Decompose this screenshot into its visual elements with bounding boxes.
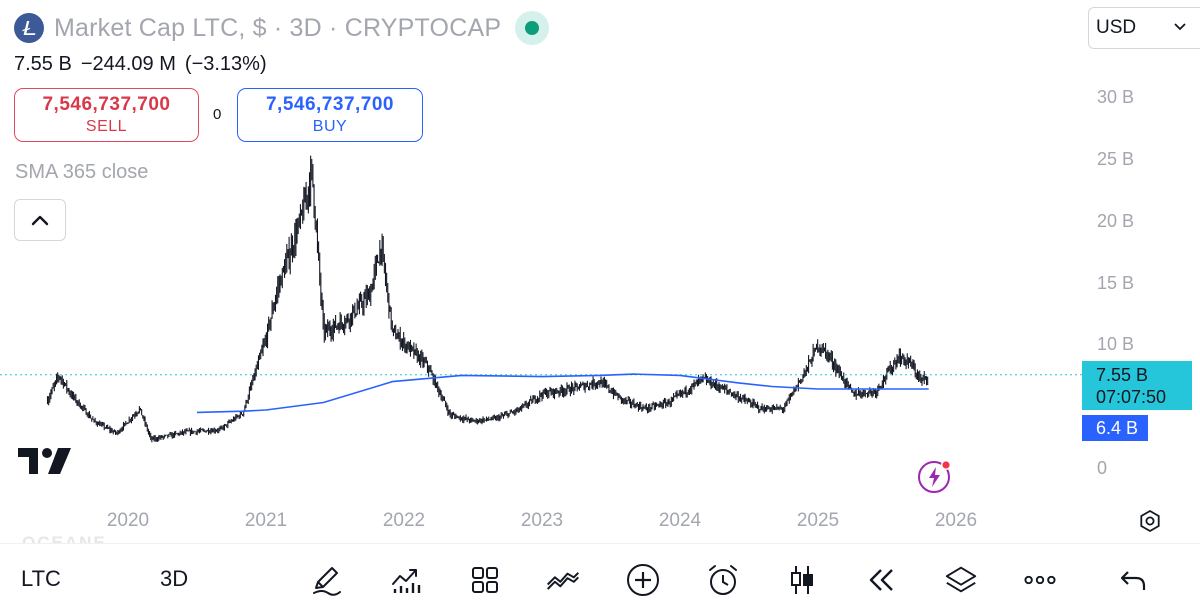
y-tick: 20 B <box>1097 211 1135 231</box>
alarm-icon[interactable] <box>705 562 741 598</box>
layers-icon[interactable] <box>943 562 979 598</box>
y-tick: 30 B <box>1097 87 1135 107</box>
grid-icon[interactable] <box>467 562 503 598</box>
chevron-down-icon <box>1174 23 1186 31</box>
pencil-icon[interactable] <box>309 562 345 598</box>
quote-summary: 7.55 B −244.09 M (−3.13%) <box>14 53 276 76</box>
buy-label: BUY <box>312 118 348 135</box>
flash-trade-icon[interactable] <box>917 458 953 494</box>
market-status-indicator[interactable] <box>515 11 550 45</box>
tradingview-logo-icon <box>18 448 71 474</box>
change-percent: (−3.13%) <box>184 53 267 75</box>
spread-value: 0 <box>213 106 222 123</box>
y-tick: 15 B <box>1097 273 1135 293</box>
bar-countdown: 07:07:50 <box>1096 387 1167 407</box>
candle-series <box>46 155 929 443</box>
change-value: −244.09 M <box>80 53 176 75</box>
bottom-toolbar: LTC 3D <box>0 543 1200 606</box>
indicator-legend[interactable]: SMA 365 close <box>15 161 149 183</box>
sell-button[interactable]: 7,546,737,700 SELL <box>14 88 199 142</box>
symbol-button[interactable]: LTC <box>21 566 61 591</box>
more-icon[interactable] <box>1022 562 1058 598</box>
last-value: 7.55 B <box>14 53 72 75</box>
undo-icon[interactable] <box>1115 562 1151 598</box>
candles-icon[interactable] <box>784 562 820 598</box>
buy-button[interactable]: 7,546,737,700 BUY <box>237 88 423 142</box>
x-tick: 2025 <box>796 510 840 531</box>
sell-label: SELL <box>85 118 128 135</box>
y-tick: 10 B <box>1097 334 1135 354</box>
x-tick: 2023 <box>520 510 564 531</box>
y-tick: 0 <box>1097 458 1108 478</box>
x-tick: 2026 <box>934 510 978 531</box>
currency-value: USD <box>1096 17 1137 38</box>
x-tick: 2024 <box>658 510 702 531</box>
last-price-tag: 7.55 B 07:07:50 <box>1082 361 1192 410</box>
symbol-title[interactable]: Market Cap LTC, $ · 3D · CRYPTOCAP <box>54 13 502 42</box>
litecoin-logo-icon <box>14 13 44 43</box>
sell-price: 7,546,737,700 <box>42 94 171 115</box>
buy-price: 7,546,737,700 <box>265 94 394 115</box>
y-tick: 25 B <box>1097 149 1135 169</box>
sma-line <box>196 373 929 414</box>
interval-button[interactable]: 3D <box>160 566 189 591</box>
indicators-icon[interactable] <box>388 562 424 598</box>
x-tick: 2021 <box>244 510 288 531</box>
compare-icon[interactable] <box>545 562 581 598</box>
market-open-dot-icon <box>525 21 540 35</box>
symbol-header[interactable]: Market Cap LTC, $ · 3D · CRYPTOCAP <box>14 10 550 46</box>
sma-value-tag: 6.4 B <box>1082 415 1148 441</box>
x-tick: 2020 <box>106 510 150 531</box>
chart-settings-icon[interactable] <box>1138 509 1162 533</box>
currency-select[interactable]: USD <box>1088 7 1200 49</box>
add-icon[interactable] <box>625 562 661 598</box>
replay-icon[interactable] <box>863 562 899 598</box>
collapse-legend-button[interactable] <box>14 199 66 241</box>
last-price-value: 7.55 B <box>1096 365 1149 385</box>
x-tick: 2022 <box>382 510 426 531</box>
chevron-up-icon <box>31 215 49 226</box>
